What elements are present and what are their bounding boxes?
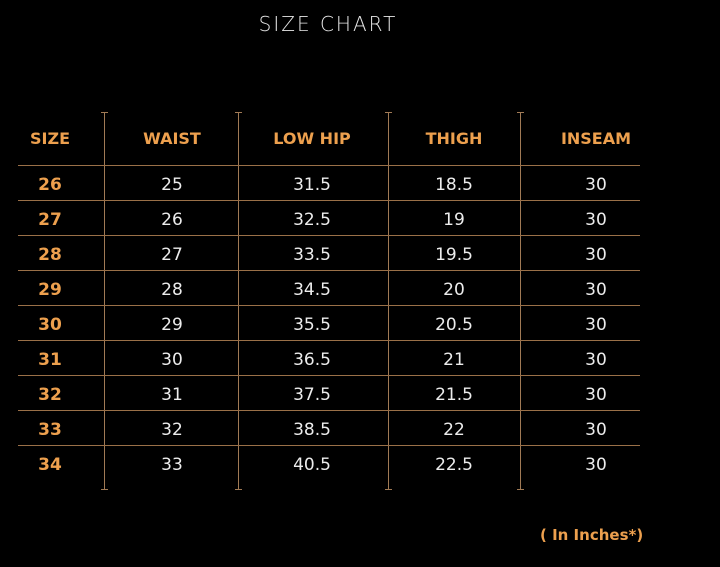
table-cell: 36.5	[293, 350, 331, 370]
table-cell: 22	[443, 420, 465, 440]
table-cell: 30	[585, 315, 607, 335]
table-cell: 32.5	[293, 210, 331, 230]
table-cell: 38.5	[293, 420, 331, 440]
table-cell: 30	[585, 175, 607, 195]
size-cell: 30	[38, 315, 62, 335]
size-cell: 29	[38, 280, 62, 300]
row-divider	[18, 375, 640, 376]
table-cell: 34.5	[293, 280, 331, 300]
table-cell: 33.5	[293, 245, 331, 265]
table-cell: 30	[585, 385, 607, 405]
table-cell: 35.5	[293, 315, 331, 335]
table-cell: 21.5	[435, 385, 473, 405]
table-cell: 31	[161, 385, 183, 405]
table-cell: 30	[161, 350, 183, 370]
table-cell: 30	[585, 420, 607, 440]
row-divider	[18, 445, 640, 446]
row-divider	[18, 305, 640, 306]
table-cell: 28	[161, 280, 183, 300]
table-cell: 30	[585, 280, 607, 300]
column-header: INSEAM	[560, 129, 632, 148]
size-cell: 28	[38, 245, 62, 265]
table-cell: 33	[161, 455, 183, 475]
size-cell: 34	[38, 455, 62, 475]
row-divider	[18, 200, 640, 201]
units-note: ( In Inches*)	[540, 526, 644, 544]
row-divider	[18, 340, 640, 341]
table-cell: 30	[585, 350, 607, 370]
page-title: SIZE CHART	[258, 12, 398, 36]
row-divider	[18, 165, 640, 166]
table-cell: 20.5	[435, 315, 473, 335]
table-cell: 29	[161, 315, 183, 335]
column-divider	[235, 112, 242, 490]
column-header: THIGH	[425, 129, 483, 148]
column-header: WAIST	[143, 129, 201, 148]
table-cell: 30	[585, 210, 607, 230]
table-cell: 19.5	[435, 245, 473, 265]
size-cell: 27	[38, 210, 62, 230]
column-divider	[101, 112, 108, 490]
table-cell: 19	[443, 210, 465, 230]
size-cell: 32	[38, 385, 62, 405]
table-cell: 32	[161, 420, 183, 440]
column-header: SIZE	[29, 129, 70, 148]
row-divider	[18, 235, 640, 236]
size-cell: 31	[38, 350, 62, 370]
column-divider	[517, 112, 524, 490]
table-cell: 31.5	[293, 175, 331, 195]
table-cell: 27	[161, 245, 183, 265]
table-cell: 30	[585, 245, 607, 265]
table-cell: 20	[443, 280, 465, 300]
size-cell: 26	[38, 175, 62, 195]
table-cell: 30	[585, 455, 607, 475]
column-header: LOW HIP	[273, 129, 351, 148]
table-cell: 22.5	[435, 455, 473, 475]
row-divider	[18, 270, 640, 271]
column-divider	[385, 112, 392, 490]
table-cell: 37.5	[293, 385, 331, 405]
table-cell: 26	[161, 210, 183, 230]
table-cell: 25	[161, 175, 183, 195]
table-cell: 18.5	[435, 175, 473, 195]
row-divider	[18, 410, 640, 411]
table-cell: 21	[443, 350, 465, 370]
size-cell: 33	[38, 420, 62, 440]
table-cell: 40.5	[293, 455, 331, 475]
